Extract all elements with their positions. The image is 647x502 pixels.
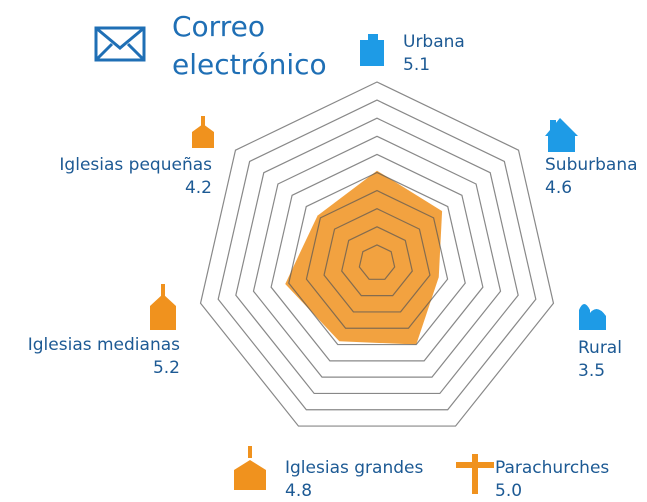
category-label: Rural bbox=[578, 338, 622, 358]
grid-ring bbox=[235, 117, 519, 395]
grid-ring bbox=[323, 208, 431, 313]
category-label: Urbana bbox=[403, 32, 465, 52]
value-label: 5.1 bbox=[403, 55, 430, 75]
category-label: Iglesias pequeñas bbox=[59, 155, 212, 175]
value-label: 5.0 bbox=[495, 481, 522, 501]
grid-ring bbox=[358, 244, 396, 280]
chart-title: Correo electrónico bbox=[172, 10, 327, 81]
grid-ring bbox=[217, 99, 537, 411]
value-label: 4.6 bbox=[545, 178, 572, 198]
grid-ring bbox=[252, 135, 502, 378]
grid-ring bbox=[305, 189, 449, 329]
category-label: Iglesias grandes bbox=[285, 458, 423, 478]
category-label: Iglesias medianas bbox=[28, 335, 180, 355]
category-label: Suburbana bbox=[545, 155, 638, 175]
value-label: 4.2 bbox=[185, 178, 212, 198]
grid-ring bbox=[341, 226, 413, 297]
category-icons bbox=[150, 34, 606, 494]
category-label: Parachurches bbox=[495, 458, 609, 478]
value-label: 4.8 bbox=[285, 481, 312, 501]
mail-icon bbox=[94, 26, 146, 62]
value-label: 3.5 bbox=[578, 361, 605, 381]
grid-ring bbox=[199, 81, 555, 427]
value-label: 5.2 bbox=[153, 358, 180, 378]
grid-ring bbox=[270, 153, 484, 362]
grid-ring bbox=[288, 171, 466, 346]
